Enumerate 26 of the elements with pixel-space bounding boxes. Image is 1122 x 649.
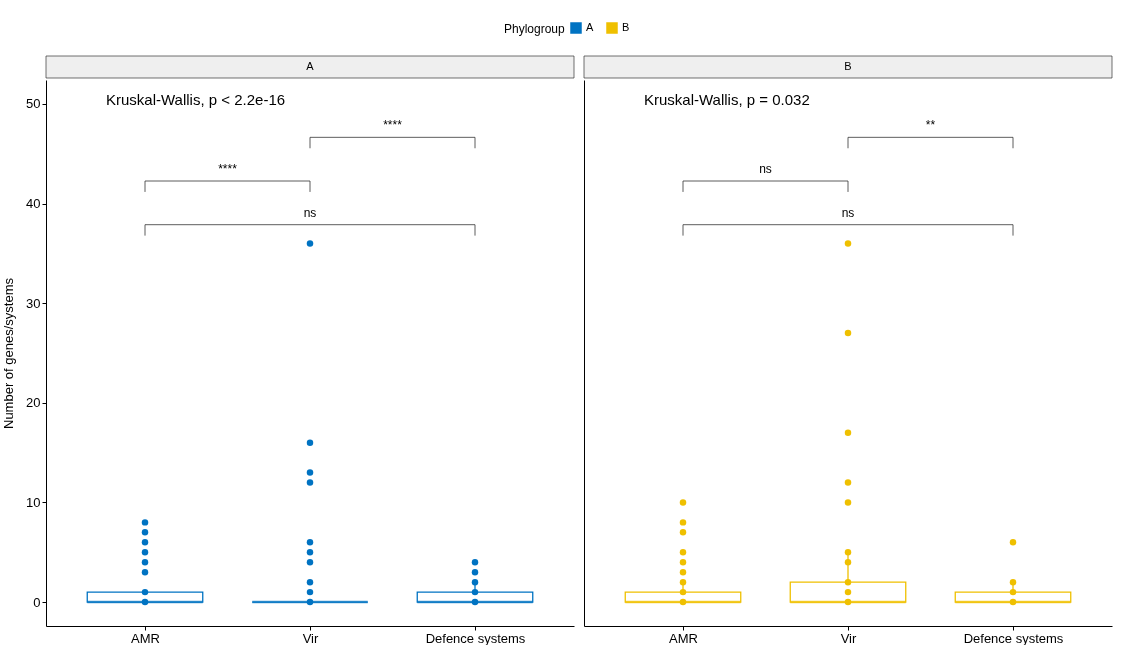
y-tick-label: 50 [26, 96, 41, 112]
annotation: ns [841, 205, 855, 220]
annotation: **** [218, 162, 238, 177]
legend-label: B [622, 21, 630, 33]
x-tick-label: AMR [669, 630, 698, 646]
annotation: Kruskal-Wallis, p = 0.032 [644, 91, 810, 108]
x-tick-label: AMR [131, 630, 160, 646]
x-tick-label: Defence systems [425, 630, 526, 646]
annotation: **** [383, 118, 403, 133]
y-tick-label: 20 [26, 395, 41, 411]
x-tick-label: Vir [302, 630, 319, 646]
chart-title: B [844, 60, 852, 72]
y-axis-title: Number of genes/systems [1, 277, 17, 430]
annotation: Kruskal-Wallis, p < 2.2e-16 [106, 91, 286, 108]
legend-title: Phylogroup [504, 22, 566, 36]
y-tick-label: 40 [26, 196, 41, 212]
annotation: ** [925, 118, 936, 133]
x-tick-label: Vir [840, 630, 857, 646]
y-tick-label: 10 [26, 494, 41, 510]
y-tick-label: 0 [33, 594, 41, 610]
y-tick-label: 30 [26, 295, 41, 311]
chart-title: A [306, 60, 315, 72]
x-tick-label: Defence systems [963, 630, 1064, 646]
annotation: ns [759, 162, 772, 177]
legend-label: A [586, 21, 594, 33]
annotation: ns [303, 205, 317, 220]
